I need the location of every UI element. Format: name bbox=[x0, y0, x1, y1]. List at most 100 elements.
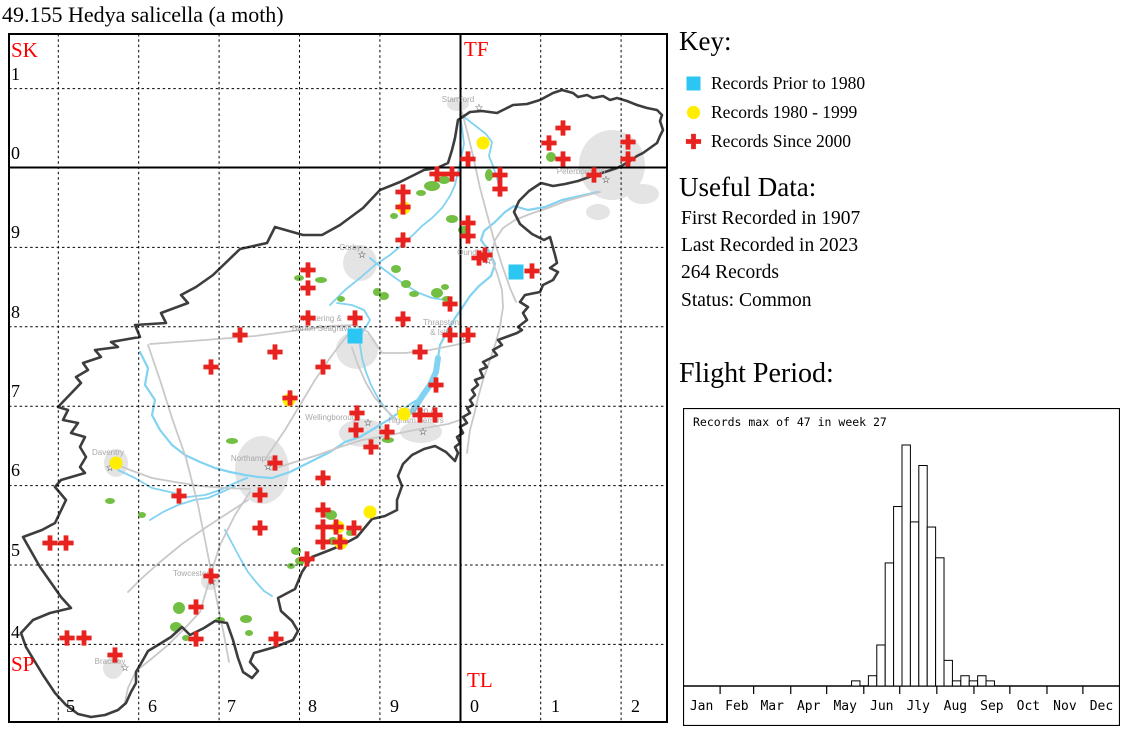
town-star-icon: ☆ bbox=[475, 103, 484, 114]
record-since-2000 bbox=[299, 551, 315, 567]
record-since-2000 bbox=[315, 359, 331, 375]
week-bar bbox=[926, 526, 937, 687]
grid-square-label: TL bbox=[467, 668, 493, 692]
grid-square-label: TF bbox=[464, 37, 489, 61]
road bbox=[109, 461, 251, 490]
useful-data-lines: First Recorded in 1907 Last Recorded in 2… bbox=[681, 205, 860, 314]
month-label: Nov bbox=[1053, 699, 1077, 714]
record-1980-1999 bbox=[476, 136, 490, 150]
record-since-2000 bbox=[282, 390, 298, 406]
town-star-icon: ☆ bbox=[419, 427, 428, 438]
road bbox=[149, 324, 469, 354]
record-since-2000 bbox=[395, 199, 411, 215]
woodland-patch bbox=[446, 215, 458, 223]
record-since-2000 bbox=[188, 631, 204, 647]
woodland-patch bbox=[391, 265, 401, 273]
flight-period-heading: Flight Period: bbox=[679, 358, 834, 389]
record-since-2000 bbox=[347, 310, 363, 326]
record-since-2000 bbox=[444, 166, 460, 182]
record-since-2000 bbox=[460, 228, 476, 244]
town-star-icon: ☆ bbox=[121, 663, 130, 674]
week-bar bbox=[901, 444, 911, 687]
month-label: Jly bbox=[907, 699, 931, 714]
month-label: Aug bbox=[944, 699, 967, 714]
woodland-patch bbox=[325, 510, 337, 520]
distribution-map: Stamford☆Peterborough☆Corby☆ Oundle☆Kette… bbox=[8, 33, 668, 723]
record-since-2000 bbox=[58, 535, 74, 551]
key-item-label: Records Since 2000 bbox=[711, 131, 851, 151]
woodland-patch bbox=[138, 512, 146, 518]
key-item: Records 1980 - 1999 bbox=[685, 98, 865, 127]
road bbox=[351, 347, 397, 420]
key-legend: Records Prior to 1980 Records 1980 - 1999… bbox=[685, 69, 865, 156]
record-since-2000 bbox=[395, 184, 411, 200]
grid-row-label: 0 bbox=[11, 143, 20, 163]
grid-col-label: 6 bbox=[148, 696, 157, 716]
record-since-2000 bbox=[620, 134, 636, 150]
grid-col-label: 0 bbox=[470, 696, 479, 716]
town-label: & Islip bbox=[430, 328, 452, 337]
month-label: Mar bbox=[760, 699, 784, 714]
woodland-patch bbox=[409, 291, 419, 297]
town-star-icon: ☆ bbox=[461, 333, 470, 344]
urban-area bbox=[447, 97, 469, 111]
record-since-2000 bbox=[315, 519, 331, 535]
record-since-2000 bbox=[232, 327, 248, 343]
record-since-2000 bbox=[541, 135, 557, 151]
grid-col-label: 5 bbox=[66, 696, 75, 716]
record-since-2000 bbox=[442, 296, 458, 312]
river bbox=[117, 469, 248, 498]
road bbox=[267, 329, 353, 456]
woodland-patch bbox=[245, 630, 253, 636]
record-since-2000 bbox=[460, 215, 476, 231]
woodland-patch bbox=[441, 284, 449, 290]
record-since-2000 bbox=[300, 310, 316, 326]
record-since-2000 bbox=[427, 407, 443, 423]
record-since-2000 bbox=[300, 262, 316, 278]
woodland-patch bbox=[373, 288, 381, 296]
town-star-icon: ☆ bbox=[364, 418, 373, 429]
grid-col-label: 7 bbox=[227, 696, 236, 716]
town-label: Northampton bbox=[231, 454, 277, 463]
cross-marker-icon bbox=[685, 133, 702, 150]
record-since-2000 bbox=[412, 407, 428, 423]
record-since-2000 bbox=[267, 455, 283, 471]
woodland-patch bbox=[291, 547, 301, 555]
town-star-icon: ☆ bbox=[358, 250, 367, 261]
month-label: Jan bbox=[690, 699, 713, 714]
record-since-2000 bbox=[267, 344, 283, 360]
woodland-patch bbox=[240, 615, 252, 623]
key-item: Records Prior to 1980 bbox=[685, 69, 865, 98]
town-label: Stamford bbox=[442, 95, 474, 104]
record-since-2000 bbox=[442, 327, 458, 343]
town-label: Oundle bbox=[457, 248, 483, 257]
map-border bbox=[8, 33, 668, 723]
record-since-2000 bbox=[59, 630, 75, 646]
record-since-2000 bbox=[429, 166, 445, 182]
road bbox=[461, 111, 517, 303]
record-1980-1999 bbox=[109, 456, 123, 470]
record-since-2000 bbox=[300, 280, 316, 296]
road bbox=[269, 419, 461, 471]
record-since-2000 bbox=[471, 250, 487, 266]
page-title: 49.155 Hedya salicella (a moth) bbox=[2, 2, 284, 27]
town-label: Higham Ferrers bbox=[388, 416, 444, 425]
road bbox=[127, 499, 249, 593]
town-label: Corby bbox=[339, 243, 360, 252]
map-layers bbox=[19, 88, 665, 719]
woodland-patch bbox=[438, 176, 450, 184]
record-since-2000 bbox=[363, 439, 379, 455]
woodland-patch bbox=[416, 190, 426, 196]
grid-square-label: SP bbox=[11, 652, 34, 676]
record-since-2000 bbox=[477, 247, 493, 263]
town-label: Wellingborough bbox=[305, 413, 360, 422]
record-since-2000 bbox=[315, 470, 331, 486]
record-since-2000 bbox=[379, 424, 395, 440]
urban-area bbox=[103, 657, 123, 679]
record-since-2000 bbox=[555, 120, 571, 136]
record-since-2000 bbox=[428, 377, 444, 393]
grid-col-label: 9 bbox=[390, 696, 399, 716]
useful-data-line: 264 Records bbox=[681, 262, 780, 284]
town-label: Brackley bbox=[95, 657, 126, 666]
key-heading: Key: bbox=[679, 26, 732, 56]
